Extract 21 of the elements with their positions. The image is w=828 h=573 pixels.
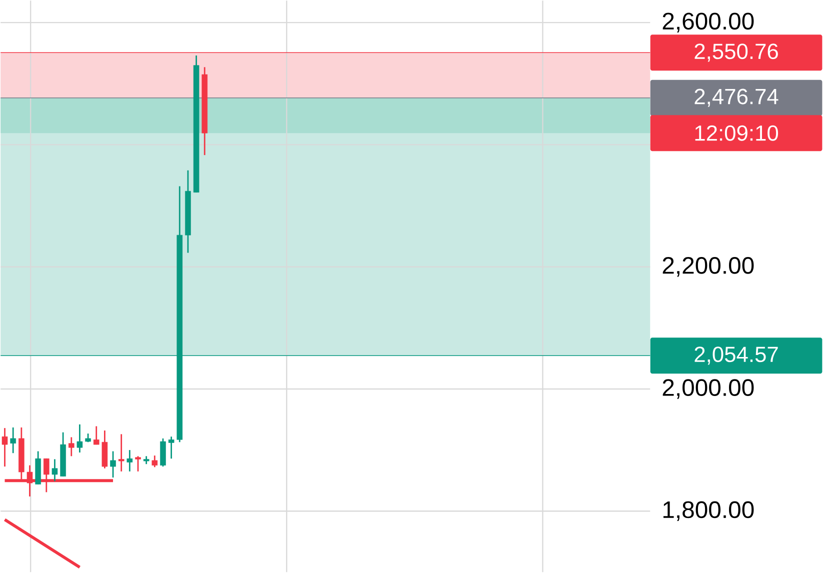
candlestick — [135, 456, 141, 472]
y-tick-label: 2,600.00 — [662, 12, 754, 33]
ref-line-label: 2,476.74 — [694, 88, 778, 107]
y-tick-label: 2,000.00 — [662, 379, 754, 399]
ref-line-label: 2,550.76 — [694, 44, 778, 62]
y-tick-label: 1,800.00 — [663, 501, 754, 522]
candlestick — [152, 454, 158, 468]
candlestick — [126, 449, 133, 472]
candlestick — [118, 434, 124, 472]
y-tick-label: 2,200.00 — [662, 257, 754, 277]
candlestick — [110, 450, 116, 478]
candlestick — [168, 436, 174, 460]
candlestick — [76, 424, 83, 454]
candlestick — [160, 438, 166, 468]
candlestick — [93, 426, 100, 446]
candlestick — [68, 436, 74, 457]
candlestick — [10, 426, 16, 454]
candlestick — [2, 427, 8, 468]
ref-line-label: 2,054.57 — [694, 346, 778, 365]
text: 12:09:10 — [695, 125, 778, 141]
candlestick — [52, 458, 58, 482]
